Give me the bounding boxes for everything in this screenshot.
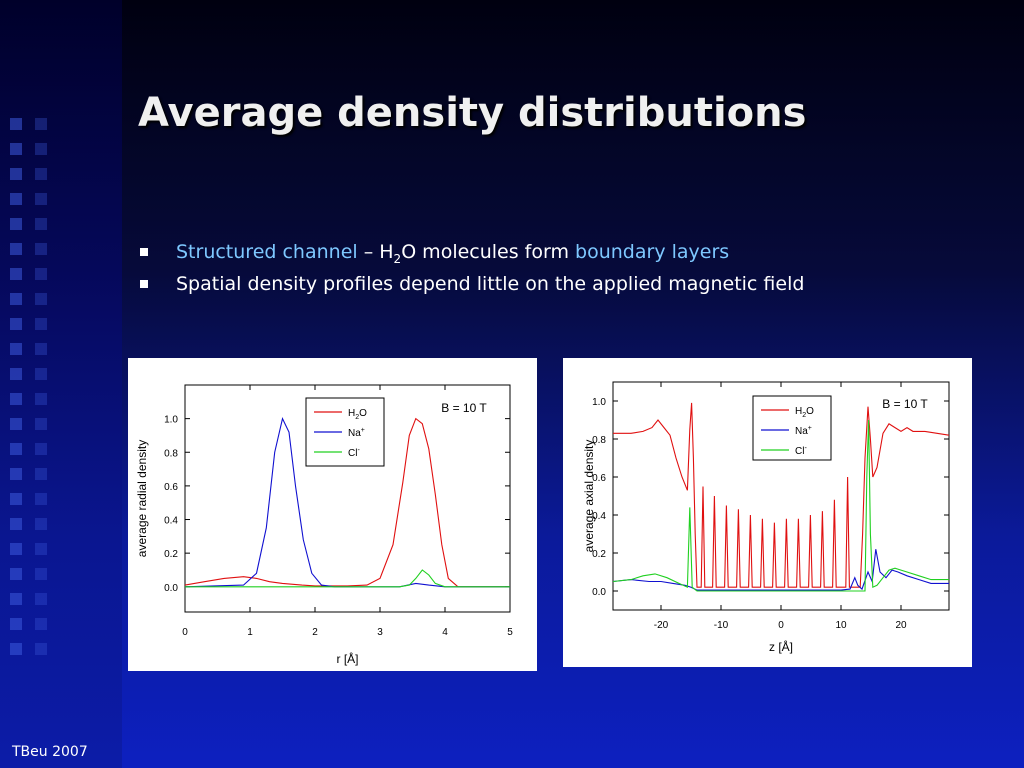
bullet-list: Structured channel – H2O molecules form … <box>138 236 804 300</box>
radial-density-chart: 0.0 0.2 0.4 0.6 0.8 1.0 0 1 2 3 4 5 r [Å] average rad… <box>135 384 513 666</box>
series-line-cl <box>613 419 949 592</box>
footer-text: TBeu 2007 <box>12 744 88 760</box>
x-tick-label: -20 <box>654 620 669 631</box>
y-tick-label: 0.4 <box>592 511 606 522</box>
legend-label-h2o: H2O <box>795 406 814 419</box>
y-tick-label: 0.2 <box>164 549 178 560</box>
bullet-item: Spatial density profiles depend little o… <box>138 268 804 300</box>
series-line-cl <box>185 569 510 588</box>
decorative-squares-column <box>10 118 22 668</box>
plot-frame <box>184 384 511 613</box>
y-tick-label: 0.2 <box>592 549 606 560</box>
x-tick-label: 5 <box>507 627 513 638</box>
slide-title: Average density distributions <box>138 90 807 136</box>
axial-density-chart: 0.0 0.2 0.4 0.6 0.8 1.0 -20 -10 0 10 20 z [Å] averag… <box>582 381 950 654</box>
legend-label-na: Na+ <box>348 427 365 439</box>
y-tick-label: 0.8 <box>592 435 606 446</box>
x-tick-label: 1 <box>247 627 253 638</box>
series-line-na <box>613 549 949 591</box>
x-tick-label: 2 <box>312 627 318 638</box>
x-tick-label: 10 <box>835 620 847 631</box>
y-axis-label: average radial density <box>135 440 149 557</box>
y-tick-label: 1.0 <box>592 397 606 408</box>
y-tick-label: 0.0 <box>592 587 606 598</box>
left-decorative-band <box>0 0 122 768</box>
radial-density-chart-panel: 0.0 0.2 0.4 0.6 0.8 1.0 0 1 2 3 4 5 r [Å] average rad… <box>128 358 537 671</box>
y-tick-label: 0.6 <box>592 473 606 484</box>
field-annotation: B = 10 T <box>441 401 487 415</box>
legend-box <box>752 395 832 461</box>
legend-label-h2o: H2O <box>348 408 367 421</box>
bullet-item: Structured channel – H2O molecules form … <box>138 236 804 268</box>
y-tick-label: 0.0 <box>164 583 178 594</box>
decorative-squares-column <box>35 118 47 668</box>
x-axis-label: z [Å] <box>769 639 793 654</box>
x-tick-label: 0 <box>778 620 784 631</box>
x-tick-label: 0 <box>182 627 188 638</box>
y-tick-label: 0.8 <box>164 448 178 459</box>
series-line-h2o <box>613 402 949 588</box>
x-axis-label: r [Å] <box>336 651 358 666</box>
x-tick-label: 3 <box>377 627 383 638</box>
legend-label-na: Na+ <box>795 425 812 437</box>
x-tick-label: -10 <box>714 620 729 631</box>
legend-label-cl: Cl- <box>348 447 360 459</box>
bullet-text: Spatial density profiles depend little o… <box>176 273 805 295</box>
legend-label-cl: Cl- <box>795 445 807 457</box>
x-tick-label: 20 <box>895 620 907 631</box>
bullet-highlight: boundary layers <box>575 241 730 263</box>
x-tick-label: 4 <box>442 627 448 638</box>
series-line-na <box>185 416 510 588</box>
y-tick-label: 0.4 <box>164 516 178 527</box>
y-axis-label: average axial density <box>582 440 596 553</box>
field-annotation: B = 10 T <box>882 397 928 411</box>
axial-density-chart-panel: 0.0 0.2 0.4 0.6 0.8 1.0 -20 -10 0 10 20 z [Å] averag… <box>563 358 972 667</box>
y-tick-label: 1.0 <box>164 415 178 426</box>
bullet-text: – H <box>357 241 394 263</box>
bullet-text: O molecules form <box>401 241 576 263</box>
y-tick-label: 0.6 <box>164 482 178 493</box>
bullet-subscript: 2 <box>393 251 402 266</box>
bullet-highlight: Structured channel <box>176 241 358 263</box>
